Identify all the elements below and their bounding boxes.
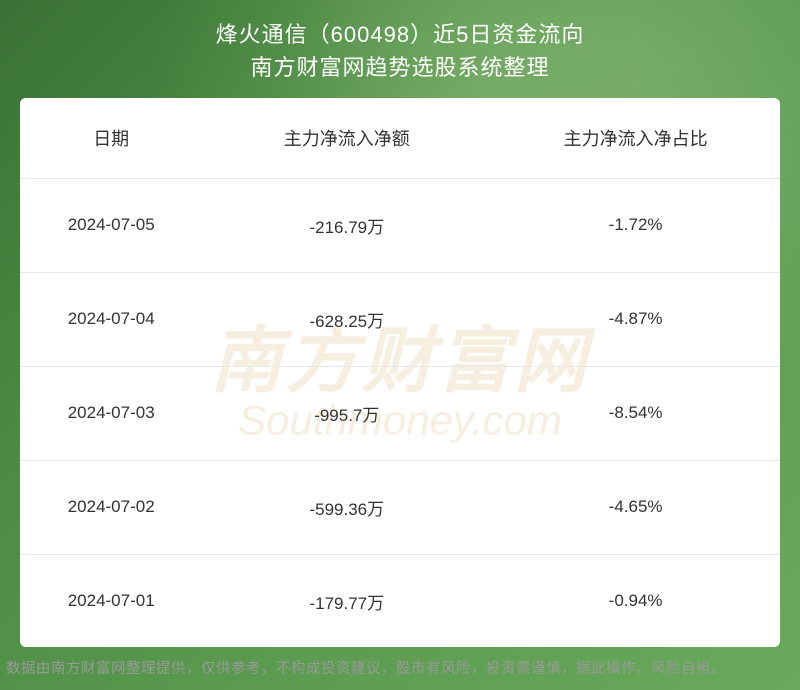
cell-ratio: -0.94% [491,554,780,647]
page-subtitle: 南方财富网趋势选股系统整理 [0,51,800,84]
cell-date: 2024-07-01 [20,554,202,647]
cell-date: 2024-07-02 [20,460,202,554]
page-title: 烽火通信（600498）近5日资金流向 [0,18,800,51]
table-row: 2024-07-01 -179.77万 -0.94% [20,554,780,647]
table-header-row: 日期 主力净流入净额 主力净流入净占比 [20,98,780,178]
column-header-date: 日期 [20,98,202,178]
cell-ratio: -4.87% [491,272,780,366]
footer-disclaimer: 数据由南方财富网整理提供，仅供参考，不构成投资建议，股市有风险，投资需谨慎，据此… [0,647,800,690]
table-row: 2024-07-02 -599.36万 -4.65% [20,460,780,554]
table-row: 2024-07-05 -216.79万 -1.72% [20,178,780,272]
table-container: 南方财富网 Southmoney.com 日期 主力净流入净额 主力净流入净占比… [20,98,780,647]
cell-amount: -599.36万 [202,460,491,554]
cell-amount: -179.77万 [202,554,491,647]
cell-date: 2024-07-04 [20,272,202,366]
column-header-amount: 主力净流入净额 [202,98,491,178]
fund-flow-table: 日期 主力净流入净额 主力净流入净占比 2024-07-05 -216.79万 … [20,98,780,647]
cell-date: 2024-07-03 [20,366,202,460]
cell-amount: -995.7万 [202,366,491,460]
cell-date: 2024-07-05 [20,178,202,272]
cell-ratio: -1.72% [491,178,780,272]
cell-amount: -628.25万 [202,272,491,366]
cell-ratio: -4.65% [491,460,780,554]
header: 烽火通信（600498）近5日资金流向 南方财富网趋势选股系统整理 [0,0,800,98]
column-header-ratio: 主力净流入净占比 [491,98,780,178]
table-row: 2024-07-03 -995.7万 -8.54% [20,366,780,460]
cell-ratio: -8.54% [491,366,780,460]
table-row: 2024-07-04 -628.25万 -4.87% [20,272,780,366]
cell-amount: -216.79万 [202,178,491,272]
